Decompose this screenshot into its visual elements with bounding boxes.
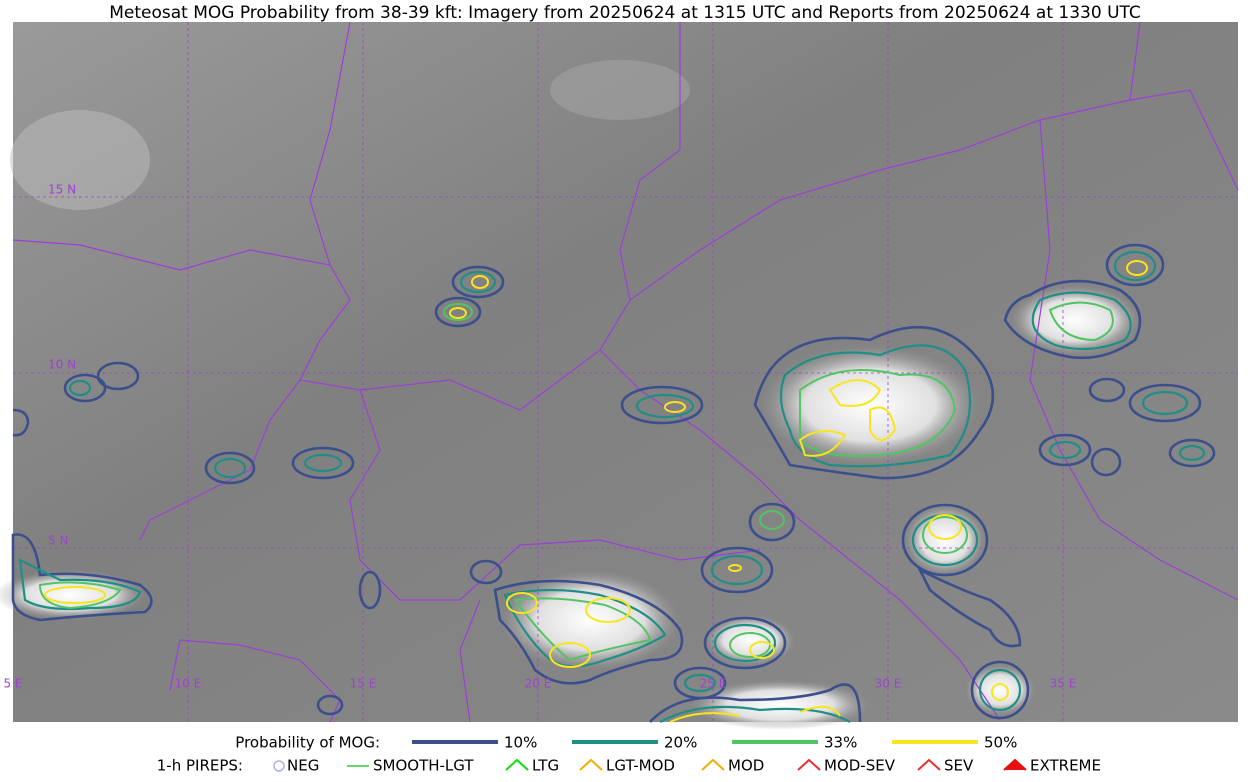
lon-label: 35 E: [1050, 677, 1077, 691]
legend-label: SMOOTH-LGT: [373, 757, 474, 775]
legend-label: LGT-MOD: [606, 757, 675, 775]
legend-symbol: [797, 758, 821, 771]
lat-label: 10 N: [48, 358, 76, 372]
legend-label: 50%: [984, 734, 1017, 752]
legend-label: 33%: [824, 734, 857, 752]
legend-label: MOD: [728, 757, 764, 775]
borders: [12, 21, 1239, 723]
title: Meteosat MOG Probability from 38-39 kft:…: [109, 3, 1141, 23]
legend-symbol: [579, 758, 603, 771]
legend: Probability of MOG: 10% 20% 33% 50% 1-h PIREP…: [157, 734, 1101, 775]
legend-symbol: [917, 758, 941, 771]
map: [0, 21, 1239, 730]
lon-label: 25 E: [700, 677, 727, 691]
legend-title: 1-h PIREPS:: [157, 757, 243, 775]
lon-label: 5 E: [3, 677, 22, 691]
legend-symbol: [701, 758, 725, 771]
legend-label: EXTREME: [1030, 757, 1101, 775]
axis-labels: 15 N 10 N 5 N 5 E 10 E 15 E 20 E 25 E 30 E 35 E: [3, 183, 1076, 691]
contours: [11, 243, 1216, 723]
legend-label: LTG: [532, 757, 559, 775]
legend-title: Probability of MOG:: [235, 734, 380, 752]
lon-label: 15 E: [350, 677, 377, 691]
lat-label: 5 N: [48, 534, 68, 548]
legend-symbol: [1003, 758, 1027, 771]
lon-label: 20 E: [525, 677, 552, 691]
legend-label: SEV: [944, 757, 974, 775]
legend-symbol: [273, 760, 285, 772]
legend-label: 10%: [504, 734, 537, 752]
lat-label: 15 N: [48, 183, 76, 197]
legend-label: NEG: [287, 757, 319, 775]
lon-label: 10 E: [175, 677, 202, 691]
lon-label: 30 E: [875, 677, 902, 691]
legend-symbol: [505, 758, 529, 771]
legend-label: MOD-SEV: [824, 757, 896, 775]
grid-lines: [13, 22, 1238, 722]
legend-label: 20%: [664, 734, 697, 752]
